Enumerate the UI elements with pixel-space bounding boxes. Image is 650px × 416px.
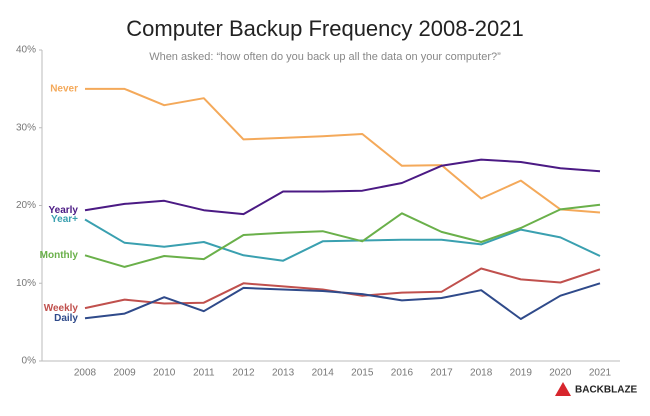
series-line <box>84 282 601 320</box>
series-line <box>84 158 601 216</box>
brand-logo <box>555 382 571 396</box>
x-tick-label: 2011 <box>193 368 215 379</box>
chart-title: Computer Backup Frequency 2008-2021 <box>126 16 523 41</box>
series-line <box>84 267 601 310</box>
y-tick-label: 40% <box>16 45 36 56</box>
y-tick-label: 30% <box>16 122 36 133</box>
x-tick-label: 2018 <box>470 368 493 379</box>
x-tick-label: 2020 <box>549 368 572 379</box>
series-label: Monthly <box>40 250 79 261</box>
series-label: Never <box>50 84 78 95</box>
brand-text: BACKBLAZE <box>575 385 638 396</box>
x-tick-label: 2021 <box>589 368 612 379</box>
series-label: Year+ <box>51 214 78 225</box>
chart-subtitle: When asked: “how often do you back up al… <box>149 51 501 63</box>
x-tick-label: 2009 <box>113 368 136 379</box>
x-tick-label: 2010 <box>153 368 176 379</box>
x-tick-label: 2008 <box>74 368 97 379</box>
x-tick-label: 2016 <box>391 368 414 379</box>
series-label: Daily <box>54 313 78 324</box>
series-label: Yearly <box>49 205 79 216</box>
x-tick-label: 2014 <box>312 368 335 379</box>
series-line <box>84 218 601 262</box>
series-line <box>85 87 601 214</box>
series-label: Weekly <box>44 303 79 314</box>
series-line <box>84 203 601 268</box>
x-tick-label: 2012 <box>232 368 255 379</box>
y-tick-label: 10% <box>16 278 36 289</box>
y-tick-label: 20% <box>16 200 36 211</box>
x-tick-label: 2017 <box>430 368 453 379</box>
y-tick-label: 0% <box>22 356 37 367</box>
x-tick-label: 2013 <box>272 368 295 379</box>
x-tick-label: 2015 <box>351 368 374 379</box>
x-tick-label: 2019 <box>510 368 533 379</box>
